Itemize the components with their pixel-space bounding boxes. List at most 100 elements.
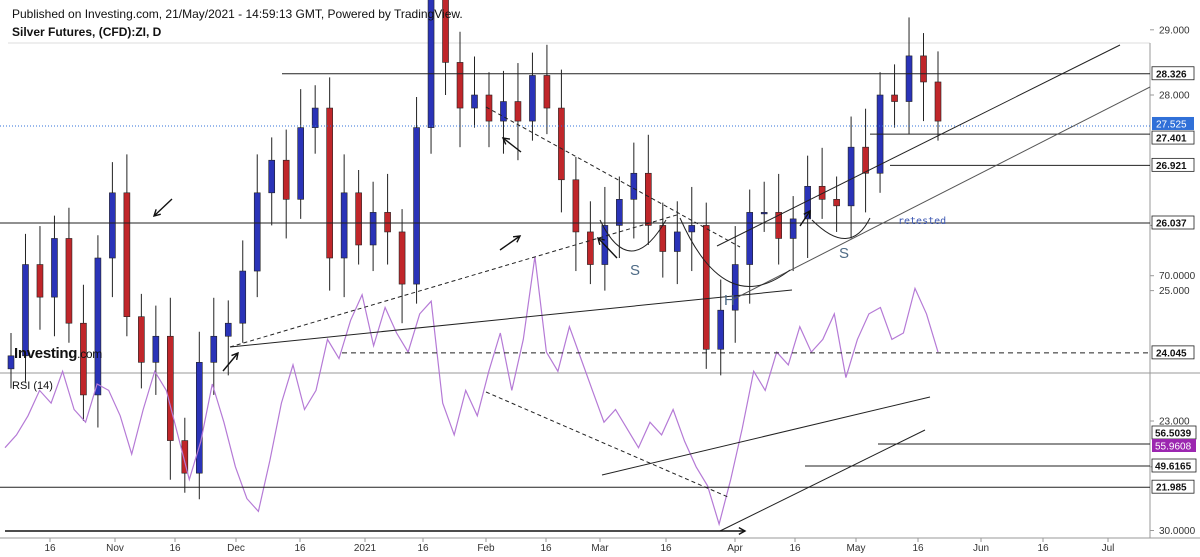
candle-up [195, 362, 203, 474]
time-tick-label: 16 [789, 543, 801, 554]
arrow-feb-low [499, 235, 521, 251]
rsi-tick-label: 30.0000 [1159, 526, 1196, 537]
candle-down [587, 231, 594, 265]
candle-up [717, 309, 725, 350]
arrow-apr-break [799, 210, 811, 227]
candle-up [760, 212, 768, 215]
right-shoulder-label: S [839, 245, 850, 262]
candle-down [702, 225, 710, 350]
candle-up [210, 335, 218, 363]
time-tick-label: 16 [540, 543, 552, 554]
candle-down [645, 172, 652, 226]
axis-ticks: 23.00025.00026.00028.00029.00030.00031.0… [44, 25, 1197, 554]
candle-down [282, 159, 290, 200]
candle-down [167, 335, 174, 441]
published-caption: Published on Investing.com, 21/May/2021 … [12, 7, 463, 21]
arrow-mar [597, 237, 618, 259]
rsi-tag-label: 56.5039 [1155, 429, 1192, 440]
arrow-nov-head [152, 209, 161, 218]
candle-down [862, 146, 869, 174]
long-support-line [229, 289, 793, 348]
candle-down [572, 179, 580, 233]
candle-up [311, 107, 319, 128]
price-tick-label: 29.000 [1159, 25, 1190, 36]
time-tick-label: Apr [727, 543, 743, 554]
candle-up [500, 101, 507, 122]
rsi-tag-box [1152, 439, 1196, 452]
head-arc [679, 217, 791, 287]
candle-up [22, 264, 29, 357]
right-shoulder-arc [811, 217, 871, 239]
price-tick-label: 25.000 [1159, 286, 1190, 297]
candle-up [297, 127, 304, 200]
left-shoulder-arc [599, 219, 667, 252]
price-tag-label: 26.037 [1156, 219, 1187, 230]
downtrend-line-dashed [485, 106, 741, 248]
rsi-tag-label: 49.6165 [1155, 462, 1192, 473]
candle-down [775, 212, 782, 239]
rsi-base-arrow-head [738, 527, 747, 535]
candle-down [920, 55, 927, 83]
candle-down [833, 199, 840, 207]
candle-down [181, 440, 189, 474]
candle-up [673, 231, 681, 252]
rsi-downtrend-dashed [485, 391, 729, 498]
price-tick-label: 23.000 [1159, 417, 1190, 428]
rsi-tag-label: 55.9608 [1155, 442, 1192, 453]
price-tag-box [1151, 130, 1195, 145]
candle-up [847, 146, 855, 207]
candle-down [485, 94, 493, 122]
candle-down [442, 0, 449, 63]
price-tag-label: 28.326 [1156, 69, 1187, 80]
candle-up [731, 264, 739, 311]
time-tick-label: 16 [912, 543, 924, 554]
price-tag-box [1151, 345, 1195, 360]
trendlines [0, 44, 1151, 535]
candle-down [123, 192, 131, 317]
candle-up [471, 94, 478, 109]
time-tick-label: 2021 [354, 543, 377, 554]
candle-up [152, 335, 160, 363]
symbol-title: Silver Futures, (CFD):ZI, D [12, 25, 162, 39]
candle-down [138, 316, 145, 363]
candle-down [456, 62, 464, 109]
arrow-mar-head [596, 236, 605, 245]
time-tick-label: Feb [477, 543, 495, 554]
time-tick-label: 16 [169, 543, 181, 554]
time-tick-label: 16 [1037, 543, 1049, 554]
channel-lower-line [731, 86, 1151, 301]
candle-up [746, 212, 754, 265]
candle-down [514, 101, 522, 122]
price-tag-box [1152, 116, 1194, 130]
arrow-feb-low-head [512, 235, 522, 243]
rsi-tick-label: 70.0000 [1159, 271, 1196, 282]
candle-up [268, 159, 276, 194]
rsi-title: RSI (14) [12, 380, 53, 392]
time-tick-label: Jul [1102, 543, 1115, 554]
arrow-feb-head [501, 137, 511, 145]
price-tag-box [1151, 66, 1195, 81]
candle-up [51, 238, 58, 298]
head-label: H [724, 292, 735, 309]
time-tick-label: 16 [660, 543, 672, 554]
time-tick-label: Jun [973, 543, 989, 554]
candle-up [109, 192, 116, 259]
candle-up [7, 355, 15, 370]
candle-down [818, 185, 826, 200]
time-tick-label: 16 [44, 543, 56, 554]
candle-down [543, 75, 551, 109]
candle-up [688, 225, 696, 233]
price-tag-label: 24.045 [1156, 348, 1187, 359]
time-tick-label: 16 [294, 543, 306, 554]
candle-up [253, 192, 261, 272]
arrow-dec-low [222, 352, 239, 372]
investing-logo: Investing.com [14, 345, 102, 362]
candle-down [558, 107, 565, 181]
time-tick-label: May [847, 543, 866, 554]
candle-up [340, 192, 348, 259]
time-tick-label: Dec [227, 543, 245, 554]
candle-down [36, 264, 44, 298]
arrow-apr-break-head [803, 209, 811, 219]
candle-down [891, 94, 898, 102]
candle-down [80, 322, 87, 396]
